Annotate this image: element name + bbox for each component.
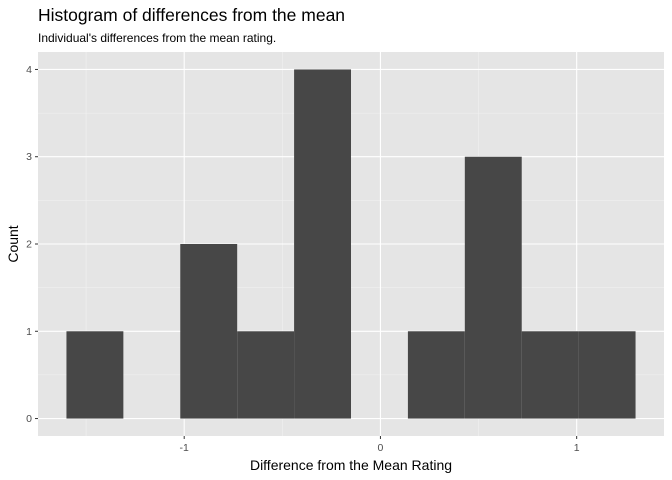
chart-title: Histogram of differences from the mean: [38, 5, 346, 25]
histogram-bar-0: [66, 331, 124, 419]
y-tick-label: 2: [26, 239, 32, 251]
y-tick-label: 3: [26, 151, 32, 163]
y-tick-label: 0: [26, 413, 32, 425]
histogram-bar-8: [521, 331, 579, 419]
x-tick-label: 0: [378, 442, 384, 454]
x-axis: -1 0 1: [180, 436, 580, 454]
y-axis: 0 1 2 3 4: [26, 64, 38, 425]
x-axis-title: Difference from the Mean Rating: [250, 457, 452, 473]
histogram-bar-4: [294, 69, 351, 419]
x-tick-label: 1: [574, 442, 580, 454]
y-axis-title: Count: [5, 225, 21, 262]
histogram-bar-6: [407, 331, 465, 419]
histogram-bar-7: [464, 156, 522, 419]
histogram-bar-3: [237, 331, 295, 419]
y-tick-label: 4: [26, 64, 32, 76]
histogram-bars: [66, 69, 636, 419]
histogram-bar-9: [578, 331, 636, 419]
y-tick-label: 1: [26, 326, 32, 338]
histogram-bar-2: [180, 244, 238, 419]
x-tick-label: -1: [180, 442, 189, 454]
chart-subtitle: Individual's differences from the mean r…: [38, 31, 277, 45]
